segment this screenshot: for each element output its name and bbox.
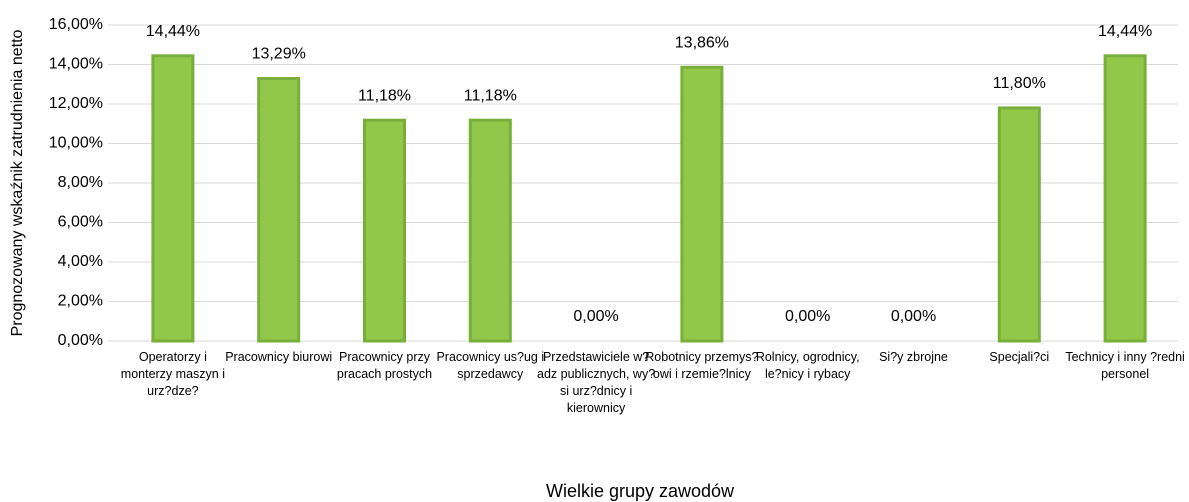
data-label: 11,80% [993,75,1046,92]
x-tick-label: Robotnicy przemys?owi i rzemie?lnicy [645,350,759,381]
y-tick-label: 4,00% [58,253,103,270]
x-tick-label: Pracownicy przy pracach prostych [336,350,433,381]
data-label: 13,86% [675,34,729,51]
bar [257,77,301,343]
x-tick-label: Technicy i inny ?redni personel [1065,350,1185,381]
data-label: 11,18% [358,87,411,104]
data-label: 11,18% [464,87,517,104]
x-axis-title: Wielkie grupy zawodów [546,481,735,501]
x-tick-label: Operatorzy i monterzy maszyn i urz?dze? [120,350,225,398]
y-tick-label: 6,00% [58,214,103,231]
y-tick-label: 10,00% [49,135,103,152]
y-axis-title: Prognozowany wskaźnik zatrudnienia netto [9,29,26,336]
data-label: 14,44% [146,23,200,40]
data-label: 14,44% [1098,23,1152,40]
y-tick-label: 2,00% [58,293,103,310]
data-label: 0,00% [891,308,936,325]
bar [151,54,195,343]
bar [997,106,1041,343]
y-tick-label: 8,00% [58,174,103,191]
y-tick-label: 14,00% [49,56,103,73]
x-tick-label: Przedstawiciele w?adz publicznych, wy?si… [537,350,656,415]
bar [1103,54,1147,343]
x-tick-label: Specjali?ci [989,350,1050,364]
x-tick-label: Si?y zbrojne [879,350,948,364]
data-label: 0,00% [573,308,618,325]
y-tick-label: 16,00% [49,16,103,33]
data-label: 13,29% [252,46,306,63]
y-tick-label: 12,00% [49,95,103,112]
bar [468,118,512,343]
y-tick-label: 0,00% [58,332,103,349]
bar [680,65,724,343]
x-tick-label: Pracownicy biurowi [225,350,333,364]
data-label: 0,00% [785,308,830,325]
x-tick-label: Rolnicy, ogrodnicy, le?nicy i rybacy [755,350,860,381]
x-tick-label: Pracownicy us?ug i sprzedawcy [436,350,545,381]
bar [363,118,406,343]
